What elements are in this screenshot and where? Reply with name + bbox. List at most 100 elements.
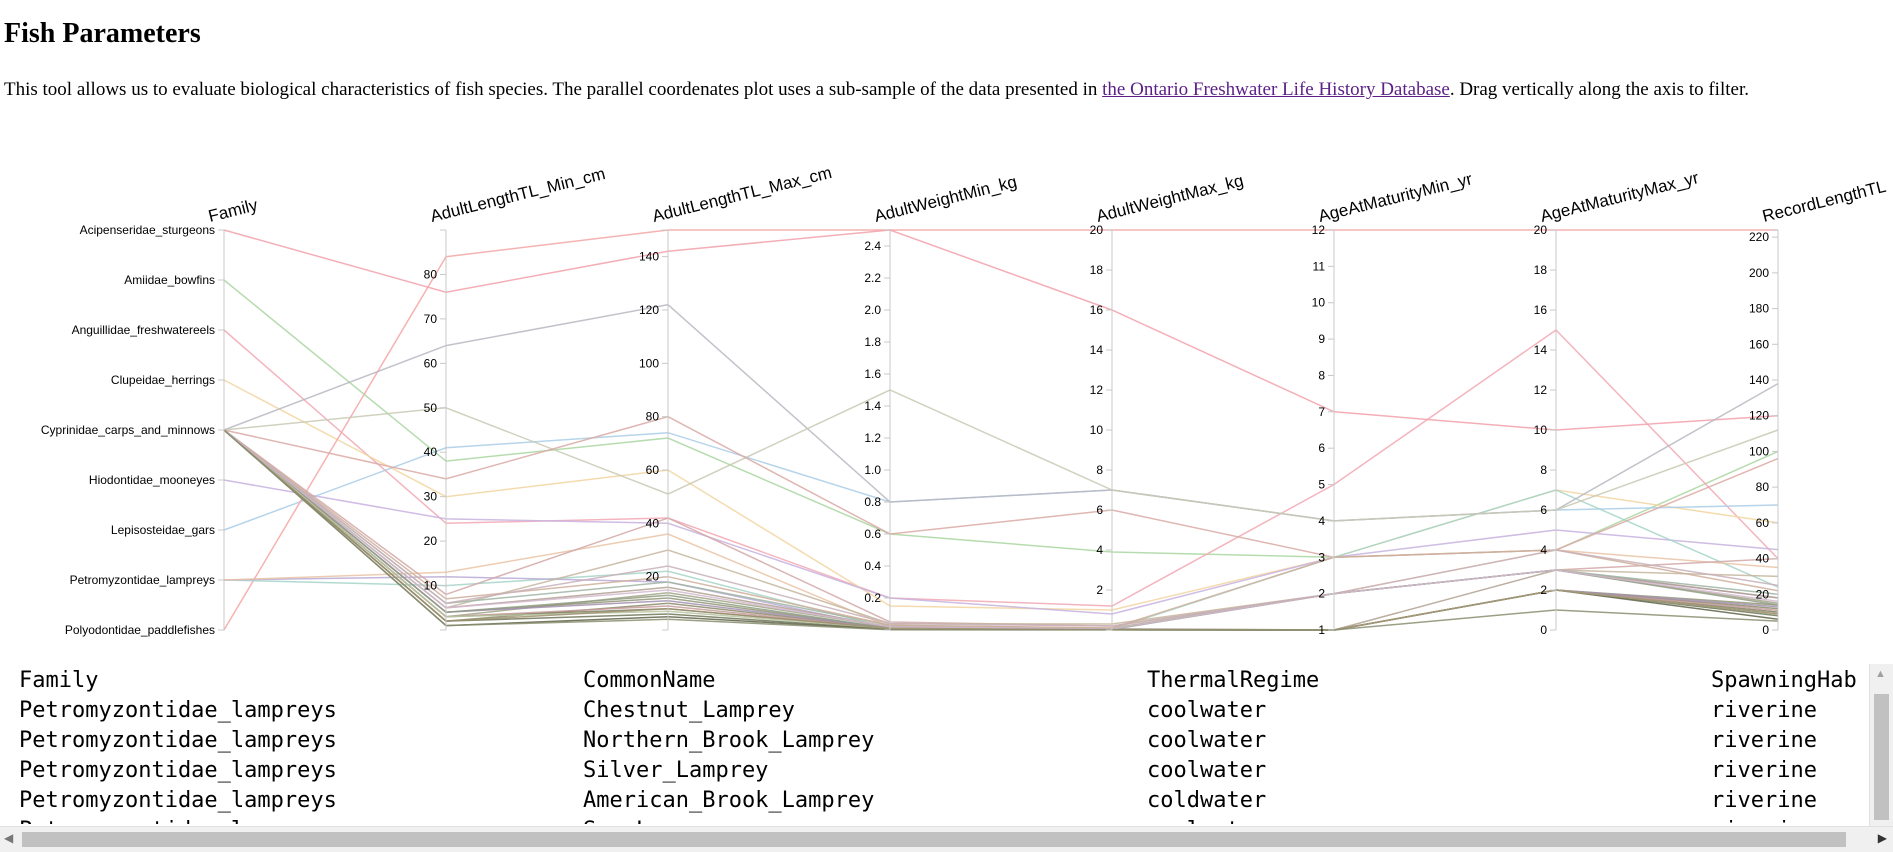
family-tick-label: Acipenseridae_sturgeons bbox=[80, 223, 215, 237]
axis-tick-label: 1 bbox=[1318, 623, 1325, 637]
axis-tick-label: 10 bbox=[1534, 423, 1548, 437]
record-line-11 bbox=[223, 389, 1779, 522]
axis-tick-label: 16 bbox=[1090, 303, 1104, 317]
axis-tick-label: 30 bbox=[424, 490, 438, 504]
table-header-row: Family CommonName ThermalRegime SpawningHab bbox=[0, 668, 1870, 698]
axis-AdultLengthTL_Max_cm[interactable]: 20 40 60 80 100 120 140 AdultLengthTL_Max_cm bbox=[639, 163, 834, 631]
vertical-scroll-thumb[interactable] bbox=[1874, 694, 1889, 820]
axis-tick-label: 0 bbox=[1762, 623, 1769, 637]
axis-tick-label: 2.2 bbox=[864, 271, 881, 285]
axis-title-AgeAtMaturityMax_yr: AgeAtMaturityMax_yr bbox=[1538, 168, 1701, 226]
axis-RecordLengthTL[interactable]: 0 20 40 60 80 100 120 140 160 180 200 220 RecordLeng… bbox=[1749, 177, 1888, 637]
axis-tick-label: 20 bbox=[1534, 223, 1548, 237]
axis-tick-label: 6 bbox=[1096, 503, 1103, 517]
axis-title-AgeAtMaturityMin_yr: AgeAtMaturityMin_yr bbox=[1316, 169, 1474, 226]
table-cell: riverine bbox=[1711, 728, 1817, 753]
data-table: Family CommonName ThermalRegime SpawningHab… bbox=[0, 664, 1870, 824]
database-link[interactable]: the Ontario Freshwater Life History Data… bbox=[1102, 79, 1450, 100]
axis-tick-label: 40 bbox=[646, 516, 660, 530]
axis-tick-label: 2 bbox=[1540, 583, 1547, 597]
axis-tick-label: 20 bbox=[424, 534, 438, 548]
axis-tick-label: 14 bbox=[1090, 343, 1104, 357]
axis-tick-label: 2.0 bbox=[864, 303, 881, 317]
table-cell: Petromyzontidae_lampreys bbox=[19, 758, 337, 783]
axis-tick-label: 0.8 bbox=[864, 495, 881, 509]
axis-tick-label: 120 bbox=[1749, 409, 1769, 423]
record-line-30 bbox=[223, 429, 1779, 627]
axis-tick-label: 7 bbox=[1318, 405, 1325, 419]
scroll-left-icon[interactable]: ◀ bbox=[4, 831, 14, 845]
axis-tick-label: 60 bbox=[424, 356, 438, 370]
parallel-coordinates-chart[interactable]: Acipenseridae_sturgeons Amiidae_bowfins An… bbox=[0, 140, 1893, 640]
record-line-6 bbox=[223, 229, 1778, 631]
axis-tick-label: 60 bbox=[646, 463, 660, 477]
table-cell: Petromyzontidae_lampreys bbox=[19, 788, 337, 813]
axis-tick-label: 0 bbox=[1540, 623, 1547, 637]
table-header-cell: SpawningHab bbox=[1711, 668, 1857, 693]
axis-tick-label: 10 bbox=[424, 579, 438, 593]
table-cell: riverine bbox=[1711, 698, 1817, 723]
table-cell: coolwater bbox=[1147, 818, 1266, 824]
family-tick-label: Anguillidae_freshwatereels bbox=[72, 323, 215, 337]
table-cell: Petromyzontidae_lampreys bbox=[19, 818, 337, 824]
vertical-scrollbar[interactable]: ▲ bbox=[1869, 664, 1893, 826]
axis-tick-label: 3 bbox=[1318, 550, 1325, 564]
axis-tick-label: 10 bbox=[1090, 423, 1104, 437]
axis-tick-label: 8 bbox=[1096, 463, 1103, 477]
axis-tick-label: 8 bbox=[1318, 368, 1325, 382]
axis-tick-label: 10 bbox=[1312, 296, 1326, 310]
family-tick-label: Hiodontidae_mooneyes bbox=[89, 473, 215, 487]
table-cell: Sea_Lamprey bbox=[583, 818, 729, 824]
axis-tick-label: 40 bbox=[424, 445, 438, 459]
axis-tick-label: 12 bbox=[1090, 383, 1104, 397]
axis-tick-label: 200 bbox=[1749, 266, 1769, 280]
horizontal-scroll-thumb[interactable] bbox=[22, 832, 1846, 847]
axis-tick-label: 18 bbox=[1534, 263, 1548, 277]
intro-text-after: . Drag vertically along the axis to filt… bbox=[1449, 79, 1749, 100]
axis-tick-label: 12 bbox=[1312, 223, 1326, 237]
axis-tick-label: 0.4 bbox=[864, 559, 881, 573]
family-tick-label: Cyprinidae_carps_and_minnows bbox=[41, 423, 215, 437]
axis-AdultWeightMin_kg[interactable]: 0.2 0.4 0.6 0.8 1.0 1.2 1.4 1.6 1.8 2.0 2.2 2.4 Adul… bbox=[864, 172, 1019, 631]
axis-Family[interactable]: Acipenseridae_sturgeons Amiidae_bowfins An… bbox=[41, 195, 260, 637]
family-tick-label: Clupeidae_herrings bbox=[111, 373, 215, 387]
table-cell: riverine bbox=[1711, 758, 1817, 783]
scroll-right-icon[interactable]: ▶ bbox=[1877, 831, 1887, 845]
table-cell: coolwater bbox=[1147, 698, 1267, 723]
axis-tick-label: 160 bbox=[1749, 337, 1769, 351]
axis-tick-label: 18 bbox=[1090, 263, 1104, 277]
polylines-group bbox=[223, 229, 1779, 631]
table-row: Petromyzontidae_lampreys Silver_Lamprey co… bbox=[0, 758, 1870, 788]
table-cell: Silver_Lamprey bbox=[583, 758, 769, 783]
record-line-3 bbox=[223, 379, 1779, 611]
axis-tick-label: 8 bbox=[1540, 463, 1547, 477]
record-line-25 bbox=[223, 429, 1779, 629]
axis-tick-label: 20 bbox=[1756, 587, 1770, 601]
table-cell: coolwater bbox=[1147, 758, 1267, 783]
axis-tick-label: 140 bbox=[1749, 373, 1769, 387]
axis-tick-label: 6 bbox=[1318, 441, 1325, 455]
table-cell: riverine bbox=[1711, 818, 1817, 824]
axis-tick-label: 1.0 bbox=[864, 463, 881, 477]
scroll-up-icon[interactable]: ▲ bbox=[1875, 668, 1886, 680]
axis-tick-label: 80 bbox=[1756, 480, 1770, 494]
axis-tick-label: 120 bbox=[639, 303, 659, 317]
axis-tick-label: 20 bbox=[1090, 223, 1104, 237]
table-cell: Petromyzontidae_lampreys bbox=[19, 728, 337, 753]
record-line-2 bbox=[223, 329, 1779, 607]
table-header-cell: CommonName bbox=[583, 668, 716, 693]
record-line-12 bbox=[223, 415, 1779, 559]
axis-tick-label: 4 bbox=[1096, 543, 1103, 557]
axis-title-AdultWeightMin_kg: AdultWeightMin_kg bbox=[872, 172, 1018, 226]
horizontal-scrollbar[interactable]: ◀ ▶ bbox=[0, 826, 1893, 852]
axis-tick-label: 50 bbox=[424, 401, 438, 415]
axis-tick-label: 5 bbox=[1318, 478, 1325, 492]
axis-tick-label: 40 bbox=[1756, 552, 1770, 566]
axis-tick-label: 2.4 bbox=[864, 239, 881, 253]
table-cell: Chestnut_Lamprey bbox=[583, 698, 795, 723]
axis-tick-label: 1.8 bbox=[864, 335, 881, 349]
axis-tick-label: 60 bbox=[1756, 516, 1770, 530]
record-line-29 bbox=[223, 429, 1779, 631]
axis-title-AdultWeightMax_kg: AdultWeightMax_kg bbox=[1094, 171, 1245, 226]
